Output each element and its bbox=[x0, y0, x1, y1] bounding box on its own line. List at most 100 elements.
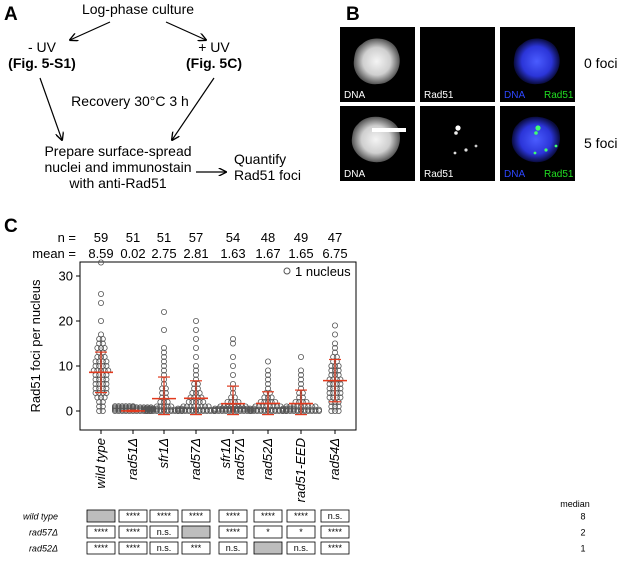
stats-cell-value: **** bbox=[94, 543, 109, 553]
data-point bbox=[164, 403, 171, 410]
data-point bbox=[99, 407, 106, 414]
data-point bbox=[330, 389, 337, 396]
micro-label-merge-rad51-row1: Rad51 bbox=[544, 90, 574, 101]
stats-cell-value: **** bbox=[226, 527, 241, 537]
stats-cell-value: n.s. bbox=[328, 511, 343, 521]
data-point bbox=[305, 406, 312, 413]
data-point bbox=[129, 403, 136, 410]
data-point bbox=[290, 405, 297, 412]
data-point bbox=[162, 389, 169, 396]
prepare-line-2: nuclei and immunostain bbox=[44, 159, 191, 175]
data-point bbox=[164, 406, 171, 413]
nucleus-merge-row2 bbox=[511, 116, 560, 163]
stats-cell bbox=[118, 541, 148, 555]
data-point bbox=[96, 385, 103, 392]
rad51-focus bbox=[453, 151, 457, 155]
data-point bbox=[264, 367, 271, 374]
legend-label: 1 nucleus bbox=[295, 264, 351, 279]
data-point bbox=[330, 376, 337, 383]
data-point bbox=[331, 322, 338, 329]
data-point bbox=[326, 389, 333, 396]
n-value: 54 bbox=[226, 230, 240, 245]
rad51-focus bbox=[454, 131, 458, 135]
data-point bbox=[192, 317, 199, 324]
data-point bbox=[157, 406, 164, 413]
data-point bbox=[103, 380, 110, 387]
plus-uv-label: + UV bbox=[198, 39, 230, 55]
stats-cell bbox=[118, 509, 148, 523]
micro-label-rad51-row2: Rad51 bbox=[424, 169, 454, 180]
recovery-label: Recovery 30°C 3 h bbox=[71, 93, 189, 109]
data-point bbox=[168, 406, 175, 413]
data-point bbox=[185, 406, 192, 413]
stats-cell-value: n.s. bbox=[157, 543, 172, 553]
panel-c: C n = mean = 59 51 51 57 54 48 49 47 8.59 0.02 2.… bbox=[4, 216, 590, 555]
rad51-focus bbox=[474, 144, 478, 148]
n-value: 47 bbox=[328, 230, 342, 245]
data-point bbox=[160, 349, 167, 356]
x-category: rad54Δ bbox=[327, 438, 342, 480]
data-point bbox=[92, 376, 99, 383]
x-category-label: sfr1Δrad57Δ bbox=[218, 438, 247, 480]
data-point bbox=[215, 405, 222, 412]
data-point bbox=[240, 405, 247, 412]
data-point bbox=[237, 405, 244, 412]
data-point bbox=[192, 344, 199, 351]
mean-label: mean = bbox=[32, 246, 76, 261]
data-point bbox=[99, 335, 106, 342]
data-point bbox=[146, 405, 153, 412]
data-point bbox=[261, 406, 268, 413]
data-point bbox=[112, 403, 119, 410]
micro-rad51-row2 bbox=[420, 106, 495, 181]
data-point bbox=[229, 353, 236, 360]
data-point bbox=[264, 376, 271, 383]
data-point bbox=[168, 403, 175, 410]
data-point bbox=[331, 403, 338, 410]
data-point bbox=[192, 353, 199, 360]
x-category: sfr1Δ bbox=[156, 438, 171, 468]
data-point bbox=[160, 353, 167, 360]
micro-label-dna-row1: DNA bbox=[344, 90, 365, 101]
data-point bbox=[335, 403, 342, 410]
data-point bbox=[283, 405, 290, 412]
data-point bbox=[99, 398, 106, 405]
data-point bbox=[315, 407, 322, 414]
data-point bbox=[335, 367, 342, 374]
plus-uv-fig: (Fig. 5C) bbox=[186, 55, 242, 71]
data-point bbox=[326, 376, 333, 383]
data-point bbox=[96, 407, 103, 414]
prepare-line-1: Prepare surface-spread bbox=[44, 143, 191, 159]
stats-cell bbox=[149, 525, 179, 539]
data-point bbox=[103, 376, 110, 383]
stats-cell-value: **** bbox=[189, 511, 204, 521]
data-point bbox=[254, 406, 261, 413]
stats-cell bbox=[320, 509, 350, 523]
data-point bbox=[250, 405, 257, 412]
stats-cell-value: n.s. bbox=[226, 543, 241, 553]
n-value: 51 bbox=[126, 230, 140, 245]
panel-a-letter: A bbox=[4, 4, 18, 25]
data-point bbox=[297, 353, 304, 360]
foci-label-row2: 5 foci bbox=[584, 135, 617, 151]
data-point bbox=[264, 371, 271, 378]
stats-cell bbox=[286, 525, 316, 539]
stats-cell-value: **** bbox=[126, 511, 141, 521]
arrow-plus-uv bbox=[165, 21, 206, 40]
data-point bbox=[279, 405, 286, 412]
data-point bbox=[287, 405, 294, 412]
foci-label-row1: 0 foci bbox=[584, 55, 617, 71]
stats-median-value: 8 bbox=[580, 512, 585, 522]
culture-label: Log-phase culture bbox=[82, 1, 194, 17]
mean-value: 2.81 bbox=[183, 246, 208, 261]
data-point bbox=[192, 362, 199, 369]
data-point bbox=[182, 406, 189, 413]
mean-value: 1.63 bbox=[220, 246, 245, 261]
stats-row-label: rad52Δ bbox=[29, 544, 58, 554]
x-category: wild type bbox=[93, 438, 108, 489]
data-point bbox=[235, 398, 242, 405]
n-value: 48 bbox=[261, 230, 275, 245]
data-point bbox=[312, 406, 319, 413]
stats-cell bbox=[181, 525, 211, 539]
stats-row-label: rad57Δ bbox=[29, 528, 58, 538]
data-point bbox=[268, 394, 275, 401]
